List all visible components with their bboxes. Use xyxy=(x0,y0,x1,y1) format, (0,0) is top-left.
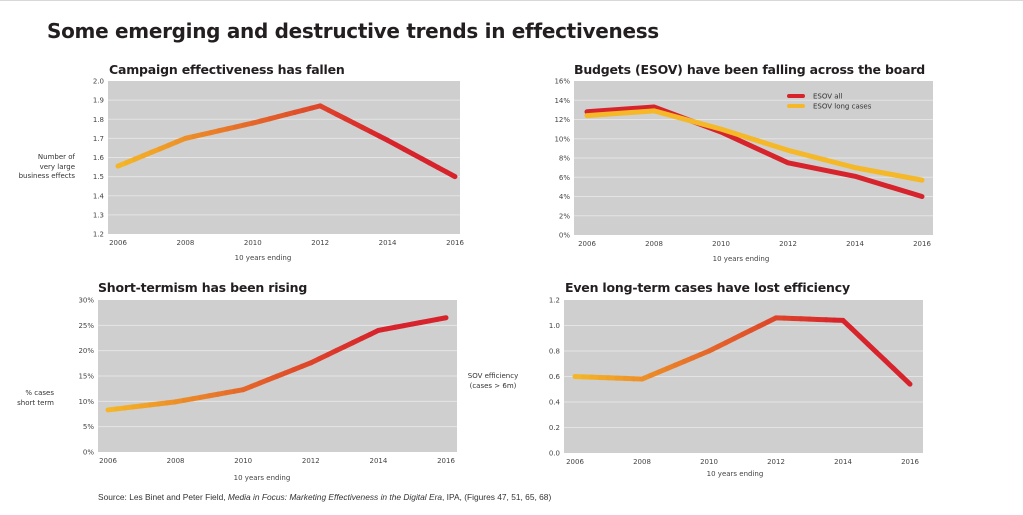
y-tick-label: 30% xyxy=(78,297,94,305)
y-tick-label: 8% xyxy=(559,155,570,163)
x-tick-label: 2008 xyxy=(176,239,194,247)
source-note: Source: Les Binet and Peter Field, Media… xyxy=(98,492,551,502)
y-tick-label: 16% xyxy=(554,78,570,86)
page-title: Some emerging and destructive trends in … xyxy=(47,19,659,43)
y-tick-label: 0.2 xyxy=(549,424,560,432)
x-tick-label: 2016 xyxy=(901,458,919,466)
x-tick-label: 2014 xyxy=(846,240,864,248)
y-tick-label: 15% xyxy=(78,373,94,381)
y-tick-label: 25% xyxy=(78,322,94,330)
x-tick-label: 2010 xyxy=(712,240,730,248)
y-tick-label: 1.7 xyxy=(93,135,104,143)
y-tick-label: 1.8 xyxy=(93,116,104,124)
y-tick-label: 1.2 xyxy=(93,231,104,239)
y-tick-label: 0.4 xyxy=(549,399,561,407)
y-tick-label: 1.3 xyxy=(93,211,104,219)
x-tick-label: 2006 xyxy=(109,239,127,247)
x-tick-label: 2006 xyxy=(566,458,584,466)
x-tick-label: 2012 xyxy=(302,457,320,465)
y-tick-label: 12% xyxy=(554,116,570,124)
x-tick-label: 2016 xyxy=(913,240,931,248)
series-line-esov-all xyxy=(584,104,925,199)
chart-title: Even long-term cases have lost efficienc… xyxy=(565,280,850,295)
y-tick-label: 0.0 xyxy=(549,450,560,458)
y-tick-label: 14% xyxy=(554,97,570,105)
y-tick-label: 10% xyxy=(554,135,570,143)
top-border xyxy=(0,0,1023,1)
series-line-segment xyxy=(899,373,913,387)
x-tick-label: 2016 xyxy=(437,457,455,465)
y-tick-label: 0.8 xyxy=(549,348,560,356)
chart-title: Budgets (ESOV) have been falling across … xyxy=(574,62,926,77)
x-tick-label: 2006 xyxy=(578,240,596,248)
y-tick-label: 6% xyxy=(559,174,570,182)
series-line-esov-long-cases xyxy=(584,108,925,183)
y-tick-label: 10% xyxy=(78,398,94,406)
x-tick-label: 2012 xyxy=(767,458,785,466)
y-tick-label: 2% xyxy=(559,212,570,220)
x-tick-label: 2010 xyxy=(700,458,718,466)
y-axis-label: SOV efficiency (cases > 6m) xyxy=(467,372,519,390)
y-tick-label: 1.9 xyxy=(93,97,104,105)
source-title: Media in Focus: Marketing Effectiveness … xyxy=(227,492,443,502)
y-axis-label: Number of very large business effects xyxy=(18,153,75,180)
x-tick-label: 2014 xyxy=(834,458,852,466)
x-tick-label: 2010 xyxy=(244,239,262,247)
x-tick-label: 2008 xyxy=(633,458,651,466)
x-tick-label: 2012 xyxy=(779,240,797,248)
chart-title: Campaign effectiveness has fallen xyxy=(109,62,345,77)
source-suffix: , IPA, (Figures 47, 51, 65, 68) xyxy=(442,492,552,502)
y-tick-label: 1.5 xyxy=(93,173,104,181)
y-tick-label: 0% xyxy=(83,449,94,457)
y-tick-label: 1.2 xyxy=(549,297,560,305)
x-tick-label: 2008 xyxy=(167,457,185,465)
y-tick-label: 2.0 xyxy=(93,78,104,86)
legend-label: ESOV long cases xyxy=(813,103,872,111)
series-line-segment xyxy=(435,315,449,322)
x-axis-label: 10 years ending xyxy=(234,474,291,482)
y-tick-label: 4% xyxy=(559,193,570,201)
x-tick-label: 2008 xyxy=(645,240,663,248)
chart-title: Short-termism has been rising xyxy=(98,280,308,295)
legend-label: ESOV all xyxy=(813,93,843,101)
x-axis-label: 10 years ending xyxy=(235,254,292,262)
series-line-segment xyxy=(444,169,458,180)
x-tick-label: 2014 xyxy=(369,457,387,465)
source-prefix: Source: Les Binet and Peter Field, xyxy=(98,492,228,502)
y-axis-label: % cases short term xyxy=(17,389,54,407)
y-tick-label: 1.6 xyxy=(93,154,105,162)
y-tick-label: 5% xyxy=(83,423,94,431)
y-tick-label: 20% xyxy=(78,347,94,355)
x-tick-label: 2006 xyxy=(99,457,117,465)
x-tick-label: 2014 xyxy=(379,239,397,247)
x-tick-label: 2016 xyxy=(446,239,464,247)
x-axis-label: 10 years ending xyxy=(707,470,764,478)
y-tick-label: 1.4 xyxy=(93,192,105,200)
y-tick-label: 1.0 xyxy=(549,322,560,330)
x-tick-label: 2010 xyxy=(234,457,252,465)
y-tick-label: 0.6 xyxy=(549,373,561,381)
x-axis-label: 10 years ending xyxy=(713,255,770,263)
x-tick-label: 2012 xyxy=(311,239,329,247)
y-tick-label: 0% xyxy=(559,232,570,240)
